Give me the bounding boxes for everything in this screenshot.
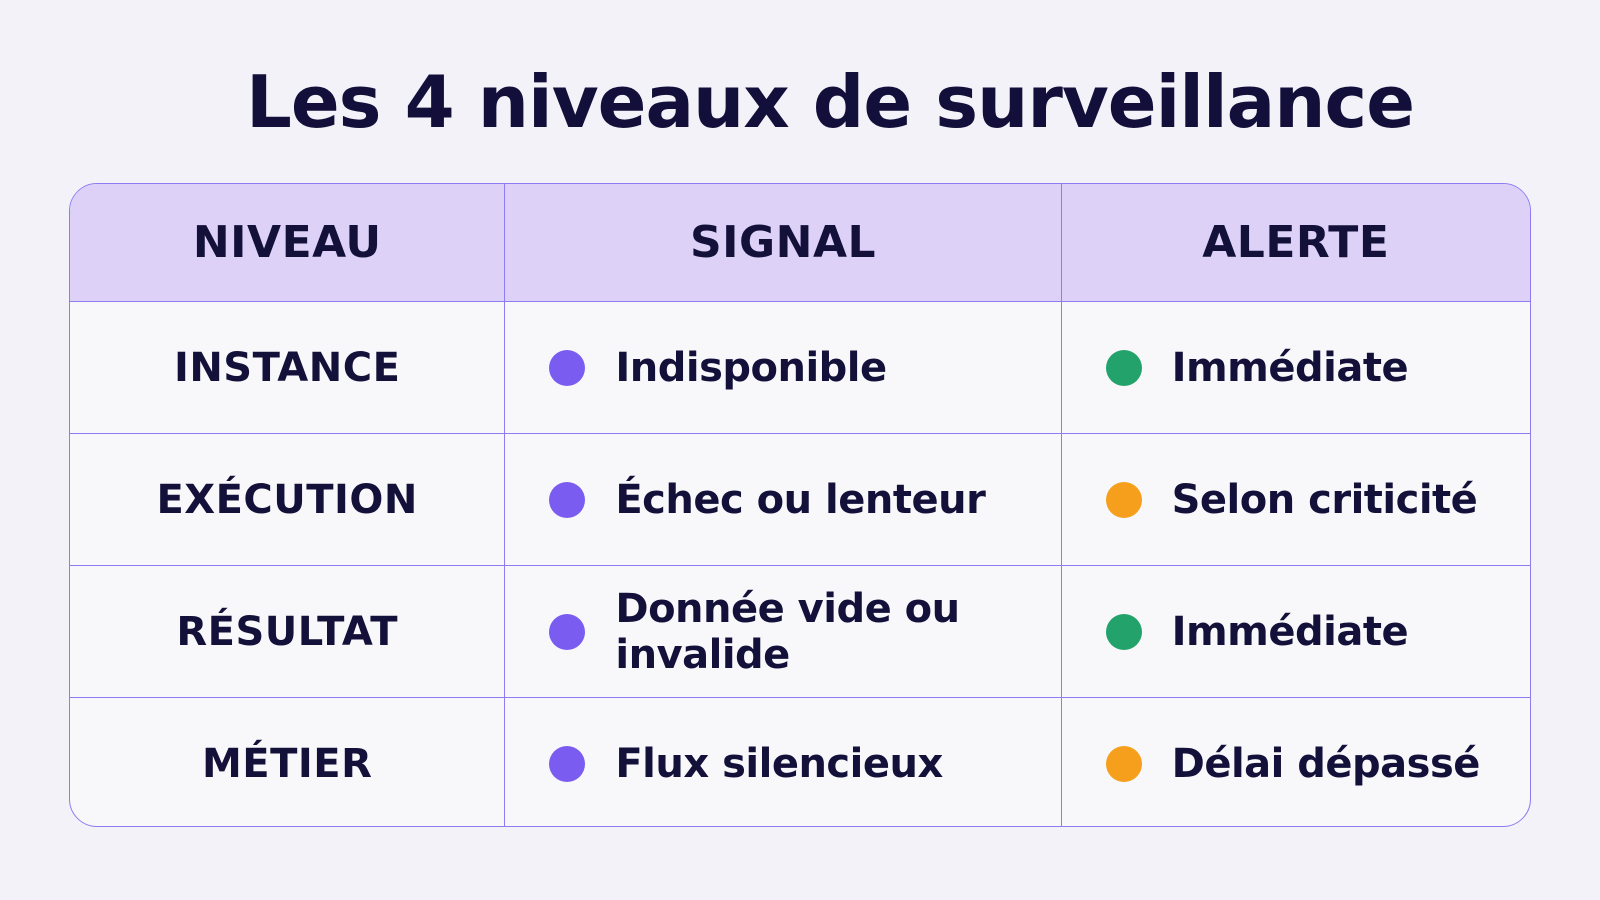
alert-text: Selon criticité bbox=[1171, 476, 1478, 523]
signal-text: Indisponible bbox=[615, 344, 887, 391]
table-row: RÉSULTAT Donnée vide ou invalide Immédia… bbox=[70, 566, 1530, 698]
signal-text: Échec ou lenteur bbox=[615, 476, 986, 523]
level-cell: INSTANCE bbox=[70, 302, 506, 433]
alert-text: Immédiate bbox=[1171, 344, 1409, 391]
alert-cell: Immédiate bbox=[1062, 302, 1530, 433]
header-niveau: NIVEAU bbox=[70, 184, 506, 301]
signal-cell: Indisponible bbox=[505, 302, 1062, 433]
alert-text: Immédiate bbox=[1171, 608, 1409, 655]
status-dot-icon bbox=[1105, 349, 1142, 386]
table-row: MÉTIER Flux silencieux Délai dépassé bbox=[70, 698, 1530, 826]
signal-text: Donnée vide ou invalide bbox=[615, 585, 960, 678]
alert-cell: Délai dépassé bbox=[1062, 698, 1530, 826]
header-alerte: ALERTE bbox=[1202, 217, 1390, 268]
level-cell: RÉSULTAT bbox=[70, 566, 506, 697]
signal-cell: Échec ou lenteur bbox=[505, 434, 1062, 565]
alert-cell: Immédiate bbox=[1062, 566, 1530, 697]
alert-text: Délai dépassé bbox=[1171, 741, 1481, 787]
table-row: EXÉCUTION Échec ou lenteur Selon critici… bbox=[70, 434, 1530, 566]
level-cell: EXÉCUTION bbox=[70, 434, 506, 565]
signal-cell: Donnée vide ou invalide bbox=[505, 566, 1062, 697]
status-dot-icon bbox=[549, 746, 586, 782]
status-dot-icon bbox=[1105, 613, 1142, 650]
alert-cell: Selon criticité bbox=[1062, 434, 1530, 565]
table-row: INSTANCE Indisponible Immédiate bbox=[70, 302, 1530, 434]
signal-text: Flux silencieux bbox=[615, 741, 943, 787]
status-dot-icon bbox=[1105, 481, 1142, 518]
table-header-row: NIVEAU SIGNAL ALERTE bbox=[70, 184, 1530, 302]
page-title: Les 4 niveaux de surveillance bbox=[245, 60, 1415, 144]
level-cell: MÉTIER bbox=[70, 698, 506, 826]
signal-cell: Flux silencieux bbox=[505, 698, 1062, 826]
monitoring-levels-table: NIVEAU SIGNAL ALERTE INSTANCE Indisponib… bbox=[69, 183, 1531, 827]
status-dot-icon bbox=[549, 613, 586, 650]
status-dot-icon bbox=[549, 349, 586, 386]
header-signal: SIGNAL bbox=[505, 184, 1062, 301]
status-dot-icon bbox=[1105, 746, 1142, 782]
status-dot-icon bbox=[549, 481, 586, 518]
